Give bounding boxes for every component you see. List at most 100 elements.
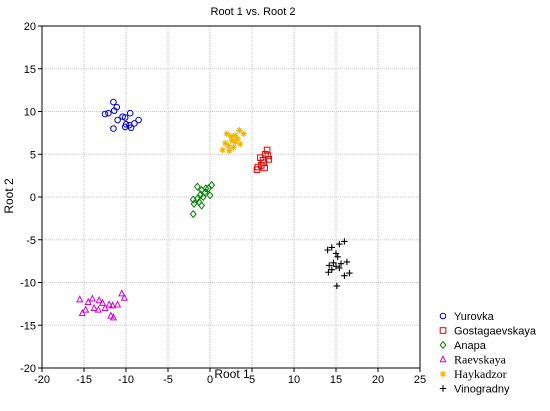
series-haykadzor [219, 127, 247, 155]
x-tick-label: -15 [76, 374, 92, 386]
y-tick-label: 10 [24, 107, 36, 119]
data-point [84, 297, 92, 305]
series-vinogradny [324, 238, 353, 290]
data-point [332, 263, 340, 270]
data-point [109, 313, 118, 321]
data-point [259, 156, 267, 164]
y-tick-label: -10 [20, 278, 36, 290]
data-point [333, 282, 341, 290]
data-point [105, 300, 113, 308]
data-point [226, 147, 233, 155]
y-tick-label: -15 [20, 320, 36, 332]
x-tick-label: 25 [414, 374, 426, 386]
data-point [135, 116, 142, 124]
series-gostagaevskaya [253, 146, 273, 173]
data-points [76, 98, 353, 321]
series-raevskaya [76, 289, 128, 321]
y-tick-label: 0 [30, 192, 36, 204]
data-point [101, 303, 109, 311]
data-point [346, 269, 353, 277]
y-tick-label: 15 [24, 64, 36, 76]
x-tick-label: 15 [330, 374, 342, 386]
data-point [189, 209, 197, 219]
data-point [113, 300, 122, 308]
data-point [120, 293, 128, 301]
y-tick-label: 5 [30, 149, 36, 161]
data-point [94, 305, 102, 313]
legend-label: Anapa [454, 340, 487, 352]
legend-marker [439, 340, 447, 350]
legend: Yurovka Gostagaevskaya AnapaRaevskayaHayka… [439, 311, 537, 396]
data-point [110, 125, 117, 132]
data-point [234, 135, 241, 143]
data-point [118, 289, 126, 297]
data-point [237, 140, 244, 148]
data-point [110, 107, 118, 114]
data-point [190, 199, 198, 209]
data-point [193, 194, 201, 203]
data-point [199, 192, 207, 202]
data-point [206, 191, 214, 200]
data-point [114, 116, 121, 124]
chart-title: Root 1 vs. Root 2 [211, 6, 296, 18]
legend-marker [439, 385, 447, 392]
y-tick-label: -5 [26, 235, 36, 247]
grid-lines [42, 26, 420, 368]
x-tick-label: 5 [249, 374, 255, 386]
x-tick-label: 20 [372, 374, 384, 386]
data-point [328, 244, 335, 251]
data-point [341, 238, 348, 245]
x-tick-label: -20 [34, 374, 50, 386]
x-axis-title: Root 1 [214, 367, 250, 381]
y-tick-label: -20 [20, 363, 36, 375]
data-point [330, 259, 337, 267]
data-point [101, 110, 109, 118]
data-point [78, 308, 86, 317]
y-axis-title: Root 2 [2, 178, 16, 214]
legend-label: Yurovka [454, 311, 495, 323]
series-yurovka [101, 98, 142, 132]
data-point [343, 258, 351, 266]
legend-marker [439, 355, 447, 363]
data-point [193, 182, 201, 191]
data-point [189, 195, 197, 204]
data-point [341, 272, 348, 279]
data-point [261, 164, 268, 172]
data-point [198, 201, 206, 210]
data-point [264, 152, 272, 160]
data-point [232, 132, 239, 139]
data-point [328, 266, 335, 273]
data-point [230, 144, 237, 151]
series-anapa [189, 180, 216, 219]
data-point [324, 246, 331, 254]
x-tick-label: 10 [288, 374, 300, 386]
legend-label: Raevskaya [454, 353, 507, 367]
legend-marker [439, 312, 447, 320]
data-point [127, 124, 135, 132]
data-point [204, 184, 212, 193]
data-point [326, 262, 333, 269]
data-point [108, 301, 117, 309]
data-point [232, 139, 239, 146]
data-point [82, 305, 90, 313]
data-point [121, 114, 129, 121]
data-point [76, 295, 84, 303]
legend-label: Vinogradny [454, 384, 510, 396]
legend-label: Haykadzor [454, 367, 507, 381]
data-point [126, 109, 134, 117]
x-tick-label: 0 [207, 374, 213, 386]
x-tick-label: -5 [163, 374, 173, 386]
data-point [336, 264, 343, 272]
data-point [221, 139, 229, 147]
data-point [325, 269, 332, 276]
legend-label: Gostagaevskaya [454, 326, 537, 338]
legend-marker [439, 370, 447, 378]
data-point [336, 240, 343, 248]
x-tick-label: -10 [118, 374, 134, 386]
y-tick-label: 20 [24, 21, 36, 33]
data-point [95, 296, 103, 304]
data-point [90, 303, 98, 311]
data-point [332, 250, 340, 257]
data-point [105, 109, 112, 117]
